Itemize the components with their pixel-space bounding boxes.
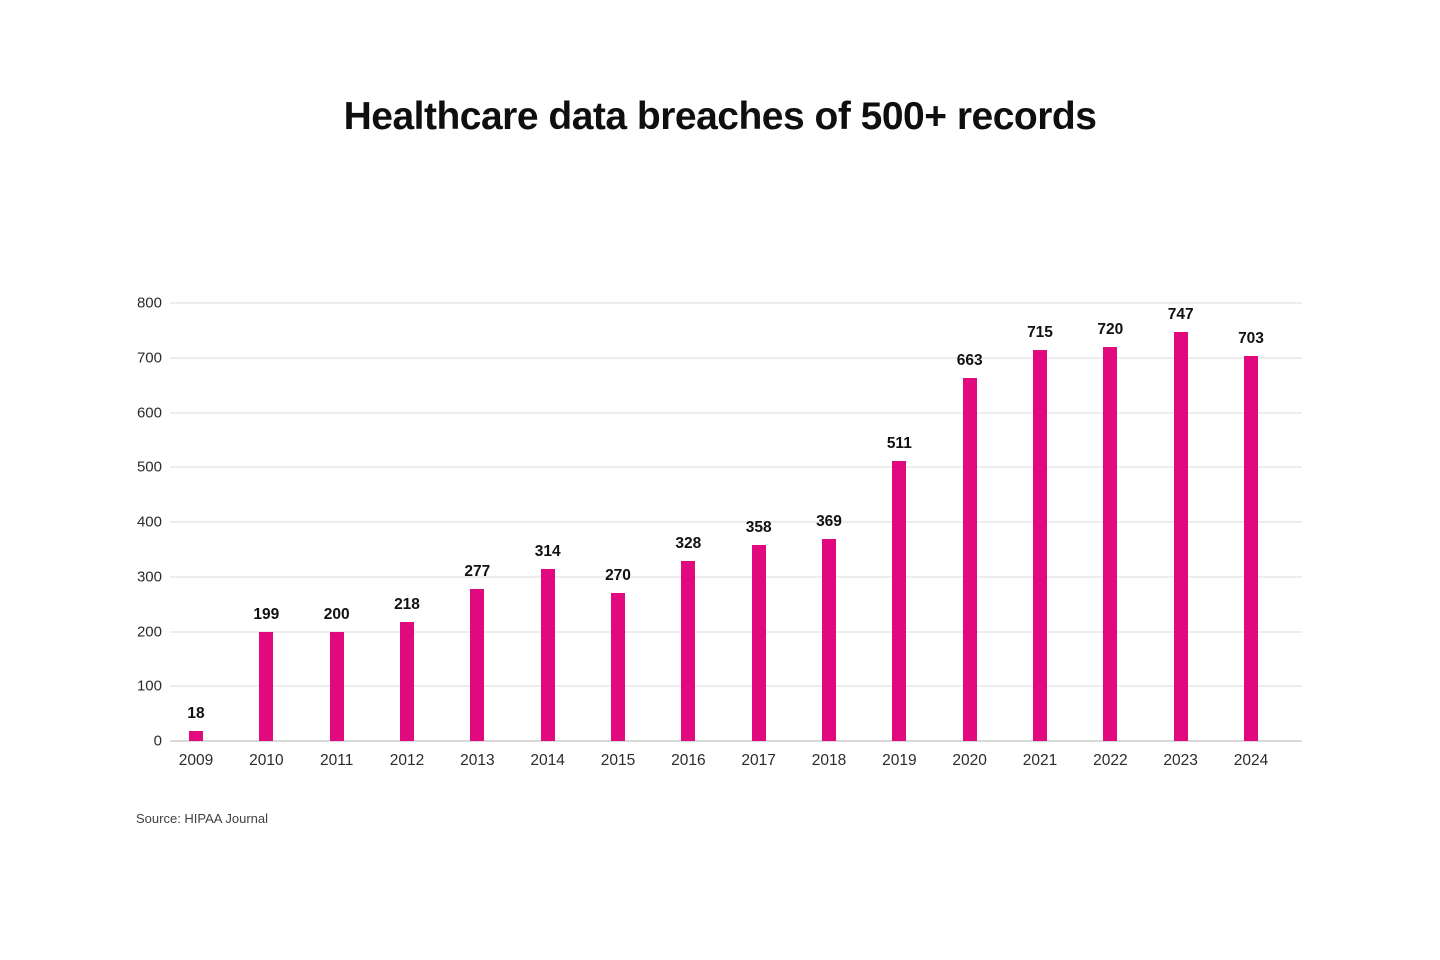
value-label-2023: 747	[1167, 306, 1194, 324]
value-label-2013: 277	[464, 563, 491, 581]
y-tick-label-700: 700	[136, 349, 162, 367]
bar-2018	[822, 538, 836, 741]
x-tick-label-2009: 2009	[178, 752, 214, 769]
x-tick-label-2010: 2010	[249, 752, 284, 769]
x-tick-label-2013: 2013	[460, 752, 495, 769]
gridline-400	[170, 521, 1302, 523]
gridline-700	[170, 356, 1302, 359]
y-tick-label-600: 600	[136, 404, 162, 421]
y-tick-label-200: 200	[136, 623, 162, 640]
value-label-2015: 270	[605, 567, 631, 585]
bar-2022	[1103, 346, 1118, 741]
x-tick-label-2024: 2024	[1233, 752, 1269, 769]
bar-2019	[892, 461, 907, 741]
x-tick-label-2018: 2018	[811, 752, 847, 769]
bar-2011	[329, 631, 344, 741]
bar-2014	[540, 569, 555, 741]
value-label-2014: 314	[534, 543, 561, 561]
gridline-200	[170, 630, 1302, 633]
value-label-2016: 328	[675, 535, 702, 553]
bar-2013	[470, 589, 485, 741]
x-tick-label-2022: 2022	[1093, 752, 1128, 769]
bar-2015	[611, 593, 625, 741]
x-tick-label-2011: 2011	[319, 752, 354, 769]
value-label-2011: 200	[323, 605, 350, 623]
source-note: Source: HIPAA Journal	[136, 811, 268, 826]
y-tick-label-400: 400	[136, 513, 162, 531]
value-label-2021: 715	[1027, 323, 1053, 341]
value-label-2010: 199	[253, 606, 280, 624]
value-label-2009: 18	[187, 705, 205, 723]
value-label-2012: 218	[394, 595, 420, 613]
value-label-2018: 369	[816, 512, 842, 530]
chart-title: Healthcare data breaches of 500+ records	[343, 95, 1097, 138]
bar-2017	[751, 544, 766, 741]
gridline-500	[170, 466, 1302, 469]
y-tick-label-100: 100	[136, 677, 162, 695]
bar-2010	[259, 632, 274, 741]
x-axis-line	[170, 740, 1302, 742]
value-label-2020: 663	[956, 352, 983, 369]
x-tick-label-2012: 2012	[389, 752, 425, 769]
value-label-2017: 358	[745, 518, 772, 536]
bar-2021	[1033, 349, 1047, 741]
bar-2009	[189, 731, 203, 741]
gridline-300	[170, 575, 1302, 578]
x-tick-label-2020: 2020	[952, 752, 987, 769]
gridline-600	[170, 411, 1302, 414]
x-tick-label-2015: 2015	[600, 752, 636, 769]
y-tick-label-300: 300	[136, 568, 162, 586]
bar-2024	[1244, 356, 1258, 741]
gridline-800	[170, 302, 1302, 304]
value-label-2022: 720	[1097, 320, 1124, 338]
x-tick-label-2021: 2021	[1022, 752, 1058, 769]
x-tick-label-2014: 2014	[530, 752, 565, 769]
x-tick-label-2019: 2019	[882, 752, 917, 769]
y-tick-label-500: 500	[136, 458, 162, 476]
bar-2020	[962, 378, 977, 741]
x-tick-label-2023: 2023	[1163, 752, 1198, 769]
value-label-2024: 703	[1238, 330, 1264, 348]
bar-2023	[1173, 332, 1188, 741]
bar-2012	[400, 621, 414, 741]
x-tick-label-2016: 2016	[671, 752, 706, 769]
gridline-100	[170, 685, 1302, 688]
y-tick-label-800: 800	[136, 294, 162, 312]
value-label-2019: 511	[886, 435, 912, 453]
bar-2016	[681, 561, 696, 741]
y-tick-label-0: 0	[153, 732, 162, 750]
x-tick-label-2017: 2017	[741, 752, 776, 769]
